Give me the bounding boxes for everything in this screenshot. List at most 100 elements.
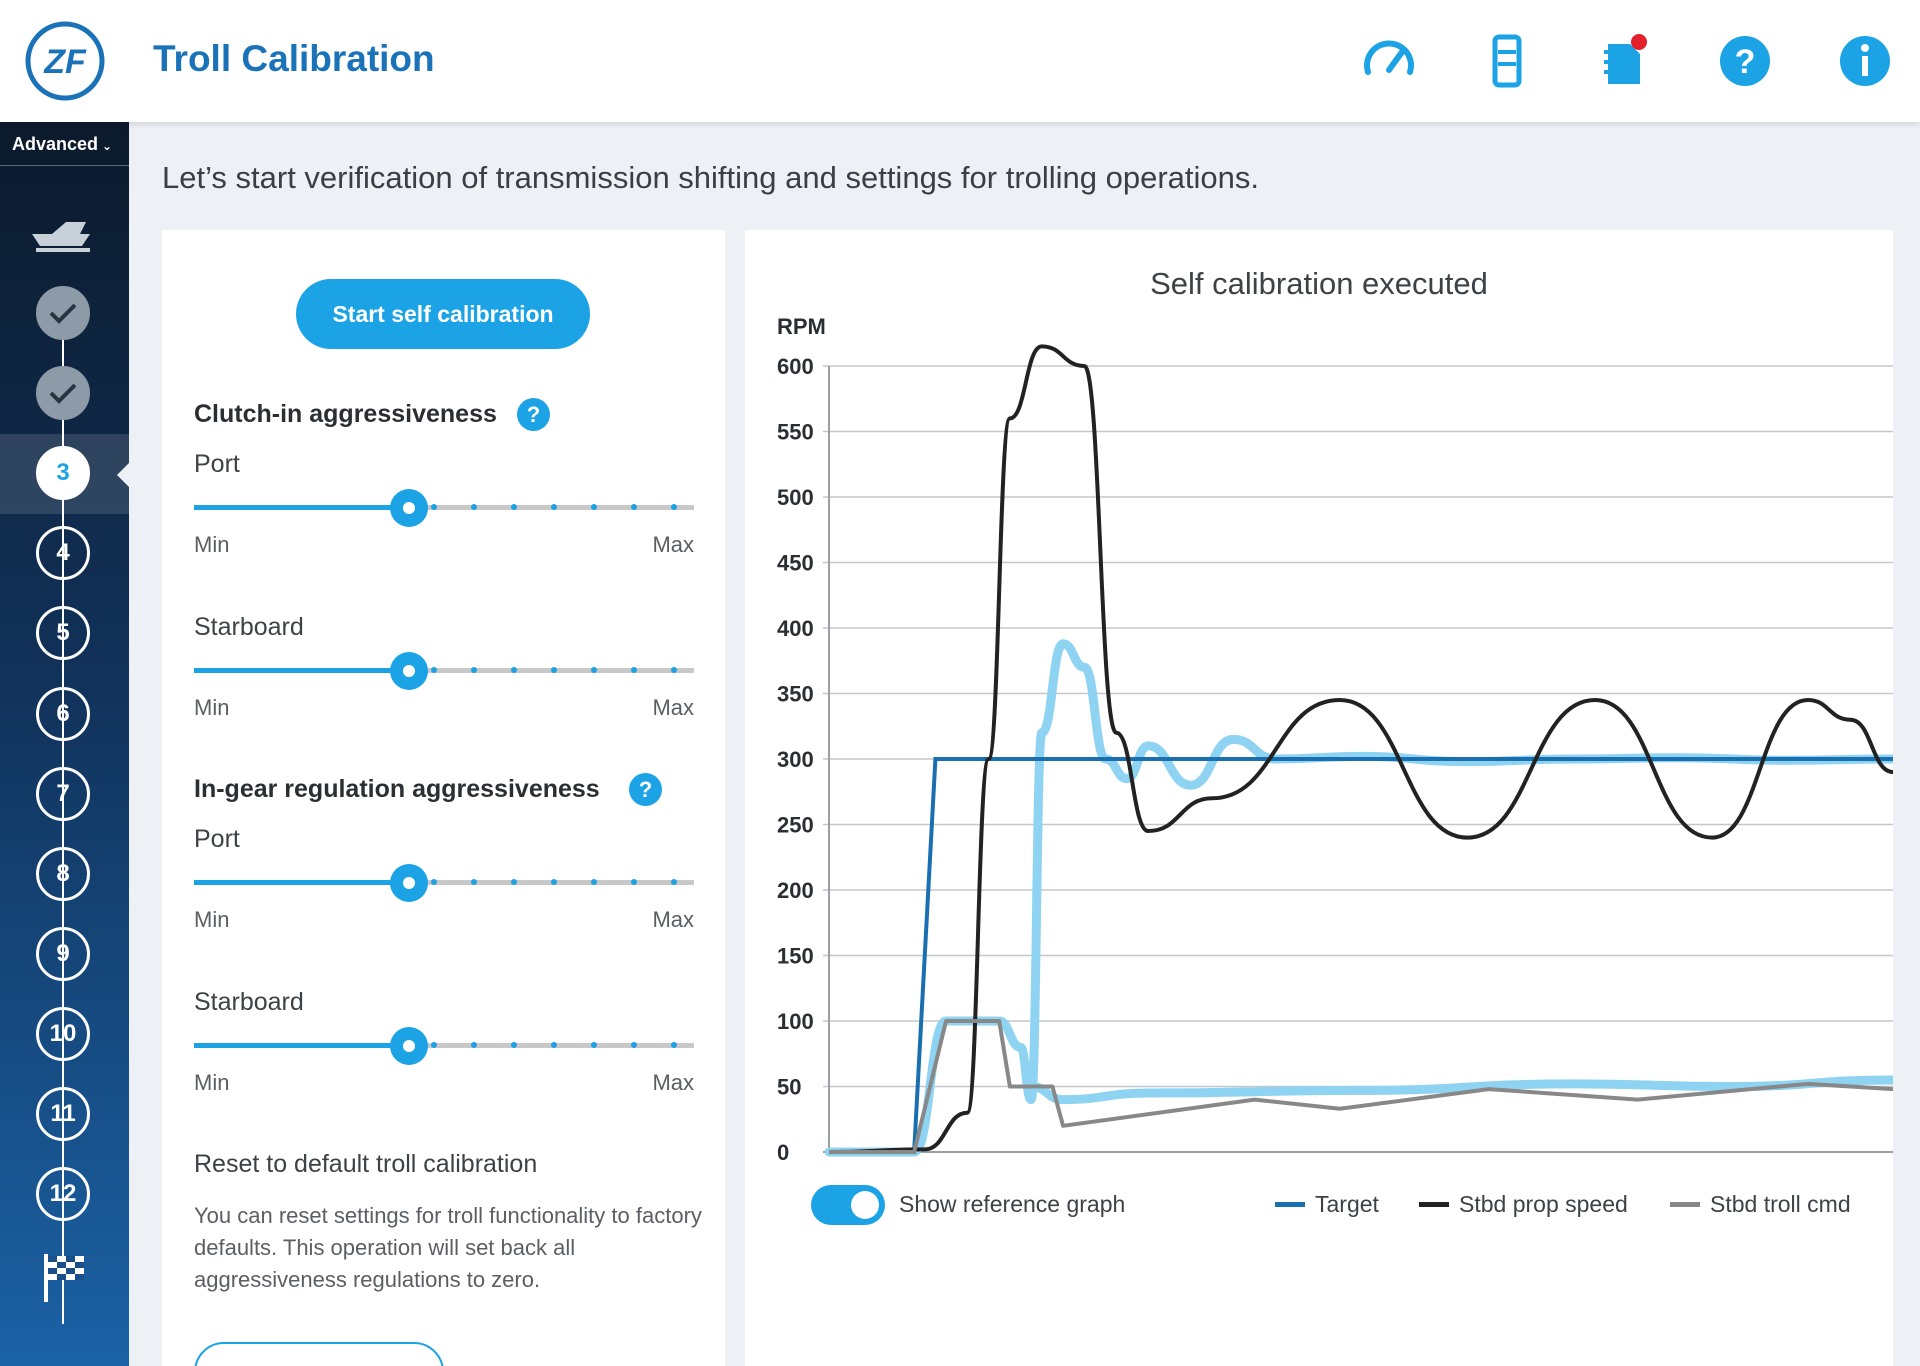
legend-label: Stbd prop speed (1459, 1191, 1628, 1217)
reference-line (1026, 1075, 1893, 1105)
max-label: Max (652, 532, 694, 557)
check-icon (49, 303, 77, 324)
chart-panel: Self calibration executed RPM 0 50 100 150 20… (745, 230, 1893, 1366)
step-number: 7 (56, 780, 70, 807)
step-number: 4 (56, 539, 70, 566)
series-line (828, 344, 1893, 1154)
ingear-port-slider[interactable] (194, 863, 694, 903)
step-9[interactable]: 9 (36, 927, 90, 981)
slider-tick (431, 1042, 437, 1048)
reference-graph-toggle[interactable] (811, 1185, 885, 1225)
slider-thumb[interactable] (390, 652, 428, 690)
notebook-notification-icon[interactable] (1594, 30, 1656, 92)
y-tick-label: 400 (777, 616, 814, 641)
slider-tick (671, 879, 677, 885)
min-label: Min (194, 532, 230, 557)
step-7[interactable]: 7 (36, 767, 90, 821)
step-10[interactable]: 10 (36, 1007, 90, 1061)
slider-tick (431, 667, 437, 673)
mode-label: Advanced (12, 134, 99, 154)
y-tick-label: 500 (777, 485, 814, 510)
step-12[interactable]: 12 (36, 1167, 90, 1221)
ingear-port-label: Port (194, 825, 240, 853)
slider-tick (591, 504, 597, 510)
legend-item: Stbd troll cmd (1670, 1191, 1851, 1218)
min-label: Min (194, 1070, 230, 1095)
slider-tick (551, 1042, 557, 1048)
step-number: 5 (56, 619, 70, 646)
y-tick-label: 50 (777, 1075, 801, 1100)
ingear-starboard-slider[interactable] (194, 1026, 694, 1066)
slider-thumb[interactable] (390, 489, 428, 527)
slider-thumb[interactable] (390, 1027, 428, 1065)
active-step-pointer (117, 463, 129, 487)
step-2[interactable] (36, 366, 90, 420)
help-icon[interactable]: ? (517, 398, 550, 431)
slider-tick (671, 504, 677, 510)
slider-tick (511, 1042, 517, 1048)
slider-tick (591, 879, 597, 885)
intro-text: Let’s start verification of transmission… (162, 160, 1260, 195)
battery-icon[interactable] (1476, 30, 1538, 92)
y-tick-label: 250 (777, 813, 814, 838)
svg-text:?: ? (1735, 43, 1756, 81)
max-label: Max (652, 907, 694, 932)
y-axis-label: RPM (777, 314, 826, 339)
y-tick-label: 350 (777, 682, 814, 707)
logo-text: ZF (43, 43, 87, 81)
slider-thumb[interactable] (390, 864, 428, 902)
legend-swatch (1670, 1202, 1700, 1207)
max-label: Max (652, 695, 694, 720)
step-6[interactable]: 6 (36, 687, 90, 741)
step-number: 9 (56, 940, 70, 967)
slider-tick (671, 1042, 677, 1048)
step-number: 11 (50, 1100, 76, 1127)
legend-label: Stbd troll cmd (1710, 1191, 1851, 1217)
slider-tick (551, 879, 557, 885)
app-header: ZF Troll Calibration ? (0, 0, 1920, 122)
speedometer-icon[interactable] (1358, 30, 1420, 92)
slider-tick (511, 879, 517, 885)
slider-tick (471, 1042, 477, 1048)
info-icon[interactable] (1834, 30, 1896, 92)
series-line (829, 1019, 1893, 1154)
ingear-starboard-label: Starboard (194, 988, 304, 1016)
min-label: Min (194, 695, 230, 720)
chevron-down-icon: ⌄ (102, 139, 113, 153)
toggle-knob (851, 1191, 879, 1219)
step-number: 3 (56, 459, 70, 486)
rpm-chart: RPM 0 50 100 150 200 250 300 350 400 450 500 550 600 (777, 314, 1893, 1165)
slider-track (194, 880, 694, 885)
step-5[interactable]: 5 (36, 606, 90, 660)
clutch-section-title: Clutch-in aggressiveness (194, 400, 497, 428)
finish-flag-icon[interactable] (42, 1252, 88, 1304)
y-tick-label: 150 (777, 944, 814, 969)
step-connector (62, 322, 64, 1324)
check-icon (49, 383, 77, 404)
step-8[interactable]: 8 (36, 847, 90, 901)
reset-button[interactable] (194, 1342, 444, 1366)
legend-label: Target (1315, 1191, 1379, 1217)
slider-tick (431, 879, 437, 885)
help-icon[interactable]: ? (1714, 30, 1776, 92)
boat-icon[interactable] (30, 212, 94, 254)
slider-fill (194, 668, 409, 673)
clutch-starboard-label: Starboard (194, 613, 304, 641)
max-label: Max (652, 1070, 694, 1095)
min-label: Min (194, 907, 230, 932)
chart-title: Self calibration executed (1150, 266, 1488, 301)
legend-item: Stbd prop speed (1419, 1191, 1628, 1218)
slider-tick (591, 667, 597, 673)
clutch-port-slider[interactable] (194, 488, 694, 528)
step-1[interactable] (36, 286, 90, 340)
mode-dropdown[interactable]: Advanced ⌄ (0, 122, 129, 166)
step-3[interactable]: 3 (36, 446, 90, 500)
step-4[interactable]: 4 (36, 526, 90, 580)
help-icon[interactable]: ? (629, 773, 662, 806)
slider-tick (551, 504, 557, 510)
y-tick-label: 550 (777, 420, 814, 445)
clutch-starboard-slider[interactable] (194, 651, 694, 691)
settings-panel: Start self calibration Clutch-in aggress… (162, 230, 725, 1366)
start-self-calibration-button[interactable]: Start self calibration (296, 279, 590, 349)
step-11[interactable]: 11 (36, 1087, 90, 1141)
